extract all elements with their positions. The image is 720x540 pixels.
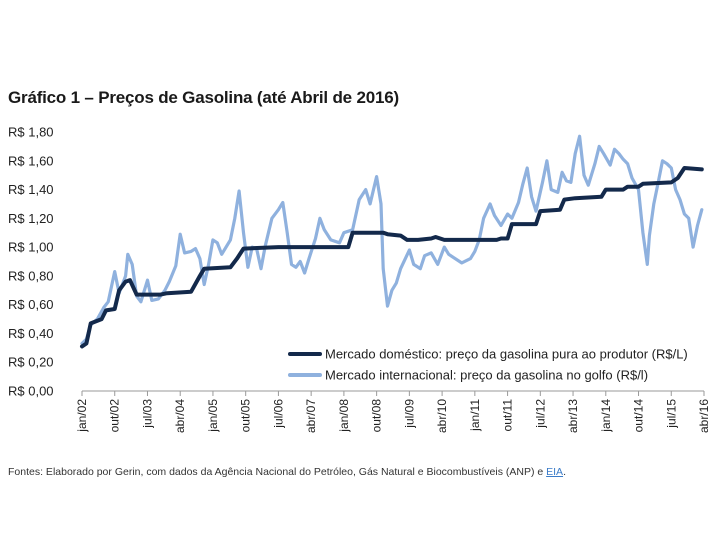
x-tick-label: out/14 [632, 399, 646, 433]
x-tick-label: jan/11 [468, 399, 482, 432]
y-tick-label: R$ 1,80 [8, 125, 54, 140]
source-note: Fontes: Elaborado por Gerin, com dados d… [8, 466, 566, 478]
y-tick-label: R$ 1,40 [8, 182, 54, 197]
x-tick-label: out/02 [108, 399, 122, 433]
x-tick-label: jul/09 [402, 399, 416, 429]
legend-label: Mercado internacional: preço da gasolina… [325, 368, 648, 383]
x-tick-label: abr/16 [697, 399, 711, 433]
source-text: Fontes: Elaborado por Gerin, com dados d… [8, 466, 547, 478]
y-tick-label: R$ 0,40 [8, 326, 54, 341]
y-tick-label: R$ 1,60 [8, 153, 54, 168]
x-tick-label: jul/12 [533, 399, 547, 429]
x-tick-label: abr/10 [435, 399, 449, 433]
x-tick-label: out/08 [370, 399, 384, 433]
legend-label: Mercado doméstico: preço da gasolina pur… [325, 347, 688, 362]
source-tail: . [563, 466, 566, 478]
x-tick-label: out/05 [239, 399, 253, 433]
y-tick-label: R$ 0,00 [8, 384, 54, 399]
x-tick-label: abr/13 [566, 399, 580, 433]
x-tick-label: abr/04 [173, 399, 187, 433]
y-tick-label: R$ 0,60 [8, 297, 54, 312]
series-lines [80, 134, 704, 349]
x-tick-label: abr/07 [304, 399, 318, 433]
x-tick-labels: jan/02 out/02 jul/03 abr/04 jan/05 out/05 jul/… [75, 399, 711, 433]
chart-title: Gráfico 1 – Preços de Gasolina (até Abri… [8, 88, 399, 107]
series-line-domestic [80, 166, 704, 349]
x-tick-label: jan/14 [599, 399, 613, 433]
x-tick-label: jan/05 [206, 399, 220, 433]
x-tick-label: out/11 [501, 399, 515, 432]
x-tick-label: jul/15 [664, 399, 678, 429]
x-tick-label: jan/08 [337, 399, 351, 433]
y-tick-label: R$ 0,20 [8, 355, 54, 370]
y-tick-label: R$ 1,20 [8, 211, 54, 226]
axes [81, 390, 705, 396]
legend: Mercado doméstico: preço da gasolina pur… [288, 347, 688, 383]
y-tick-labels: R$ 0,00 R$ 0,20 R$ 0,40 R$ 0,60 R$ 0,80 R$ 1,… [8, 125, 54, 399]
x-tick-label: jul/06 [271, 399, 285, 429]
y-tick-label: R$ 0,80 [8, 268, 54, 283]
y-tick-label: R$ 1,00 [8, 240, 54, 255]
x-tick-label: jan/02 [75, 399, 89, 433]
series-line-international [80, 134, 704, 346]
source-link-eia[interactable]: EIA [546, 466, 564, 478]
x-tick-label: jul/03 [140, 399, 154, 429]
